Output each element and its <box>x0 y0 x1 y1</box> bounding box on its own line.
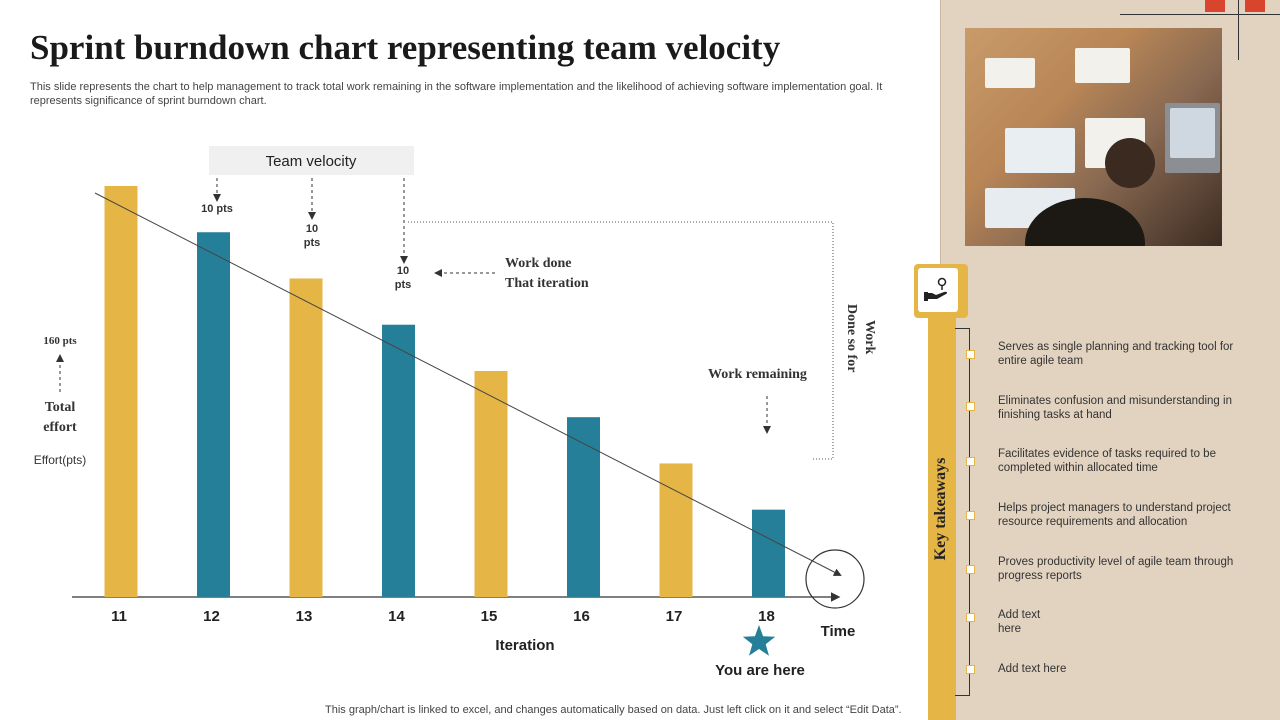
end-circle <box>805 549 865 609</box>
takeaway-item: Helps project managers to understand pro… <box>998 502 1231 528</box>
x-tick-label: 16 <box>573 608 590 625</box>
takeaway-item: Serves as single planning and tracking t… <box>998 341 1234 367</box>
bar-16 <box>567 417 600 597</box>
work-done-label: That iteration <box>505 276 589 291</box>
x-tick-label: 12 <box>203 608 220 625</box>
y-axis-label: Effort(pts) <box>34 453 86 467</box>
takeaway-dot <box>966 511 975 520</box>
total-effort-label: effort <box>43 420 77 435</box>
footer-note: This graph/chart is linked to excel, and… <box>325 704 902 716</box>
takeaway-item: Add text here <box>998 663 1067 675</box>
work-done-so-far-bracket <box>408 221 834 460</box>
bar-13 <box>289 278 323 597</box>
takeaway-dot <box>966 565 975 574</box>
x-tick-label: 14 <box>388 608 405 625</box>
takeaway-dot <box>966 457 975 466</box>
work-remaining-label: Work remaining <box>708 367 807 382</box>
x-tick-label: 13 <box>296 608 313 625</box>
takeaway-item: Facilitates evidence of tasks required t… <box>998 448 1216 474</box>
bar-11 <box>104 186 138 597</box>
takeaway-dot <box>966 613 975 622</box>
key-takeaways-label: Key takeaways <box>932 457 949 561</box>
total-pts-label: 160 pts <box>43 335 77 347</box>
takeaway-item: Add text here <box>998 609 1041 635</box>
bar-15 <box>474 370 508 597</box>
pts-label: 10 <box>397 265 409 277</box>
team-velocity-label: Team velocity <box>266 153 357 170</box>
work-done-label: Work done <box>505 256 572 271</box>
corner-line <box>1120 14 1280 15</box>
work-done-so-far-label: Work <box>862 320 877 354</box>
pts-label: 10 <box>306 223 318 235</box>
takeaway-item: Proves productivity level of agile team … <box>998 556 1234 582</box>
corner-accent <box>1205 0 1225 12</box>
hand-money-icon <box>918 268 958 312</box>
bar-18 <box>752 509 785 597</box>
team-velocity-box <box>209 146 414 175</box>
pts-label: 10 pts <box>201 203 233 215</box>
star-icon <box>742 625 776 656</box>
pts-label: pts <box>395 279 412 291</box>
team-meeting-photo <box>965 28 1222 246</box>
takeaway-dot <box>966 350 975 359</box>
page-title: Sprint burndown chart representing team … <box>30 28 781 67</box>
x-tick-label: 17 <box>666 608 683 625</box>
key-takeaways-bar <box>928 290 956 720</box>
pts-label: pts <box>304 237 321 249</box>
bar-14 <box>382 324 415 597</box>
bar-12 <box>197 232 230 598</box>
burndown-line <box>94 192 842 576</box>
x-tick-label: 15 <box>481 608 498 625</box>
takeaway-dot <box>966 665 975 674</box>
time-label: Time <box>821 623 856 640</box>
work-done-so-far-label: Done so for <box>844 304 859 372</box>
you-are-here-label: You are here <box>715 662 805 679</box>
x-axis-label: Iteration <box>495 637 554 654</box>
total-effort-label: Total <box>45 400 76 415</box>
takeaway-dot <box>966 402 975 411</box>
burndown-chart: 11 12 13 14 15 16 17 18 Iteration Time Team veloci… <box>34 146 877 679</box>
x-tick-label: 11 <box>111 608 127 625</box>
corner-accent-2 <box>1245 0 1265 12</box>
page-subtitle: This slide represents the chart to help … <box>30 81 883 107</box>
corner-line-v <box>1238 0 1239 60</box>
takeaway-item: Eliminates confusion and misunderstandin… <box>998 395 1232 421</box>
x-tick-label: 18 <box>758 608 775 625</box>
bar-17 <box>659 463 693 597</box>
